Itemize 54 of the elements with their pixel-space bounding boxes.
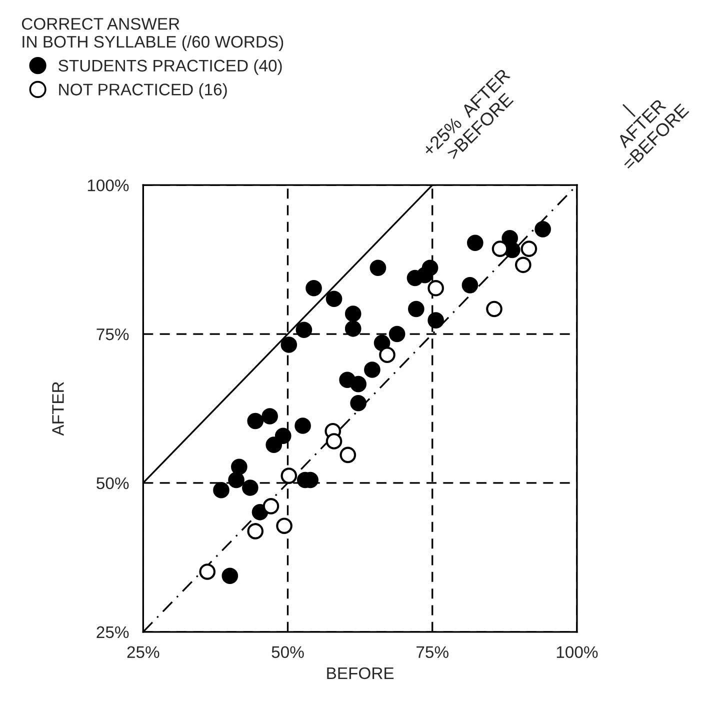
point <box>406 270 424 286</box>
point <box>428 280 444 296</box>
point <box>306 280 322 296</box>
x-tick-label: 25% <box>127 646 160 658</box>
y-tick-label: 50% <box>96 477 129 490</box>
point <box>262 408 278 424</box>
point <box>199 564 216 580</box>
point <box>242 480 258 496</box>
point <box>280 468 298 484</box>
legend-label: STUDENTS PRACTICED (40) <box>58 59 282 75</box>
y-tick-label: 75% <box>96 328 129 340</box>
point <box>364 362 380 378</box>
point <box>326 290 342 308</box>
y-tick-label: 25% <box>96 626 129 638</box>
point <box>486 300 502 318</box>
x-axis-title: BEFORE <box>327 667 394 680</box>
point <box>462 277 478 294</box>
point <box>344 320 362 337</box>
point <box>228 472 244 488</box>
point <box>276 518 292 534</box>
point <box>370 260 386 276</box>
point <box>492 240 508 257</box>
point <box>222 568 238 584</box>
point <box>350 394 366 412</box>
point <box>213 482 230 498</box>
point <box>388 326 406 342</box>
y-tick-label: 100% <box>88 179 129 192</box>
point <box>428 312 444 328</box>
point <box>350 376 366 392</box>
point <box>280 336 298 353</box>
point <box>326 433 342 450</box>
point <box>231 458 248 476</box>
point <box>294 418 311 434</box>
point <box>296 322 312 338</box>
point <box>266 436 282 453</box>
point <box>340 446 356 464</box>
x-tick-label: 50% <box>272 646 304 658</box>
x-tick-label: 100% <box>556 646 598 658</box>
y-axis-title: AFTER <box>52 382 64 436</box>
point <box>379 346 396 364</box>
legend-title: CORRECT ANSWER IN BOTH SYLLABLE (/60 WORDS) <box>22 18 284 51</box>
point <box>247 412 264 430</box>
point <box>515 256 532 274</box>
point <box>408 300 424 318</box>
x-tick-label: 75% <box>416 646 448 658</box>
point <box>344 306 362 322</box>
legend-label: NOT PRACTICED (16) <box>59 83 227 99</box>
point <box>374 334 390 352</box>
point <box>274 428 292 444</box>
point <box>520 240 538 257</box>
point <box>534 221 551 238</box>
point <box>247 523 264 540</box>
point <box>466 234 484 252</box>
point <box>262 498 280 514</box>
